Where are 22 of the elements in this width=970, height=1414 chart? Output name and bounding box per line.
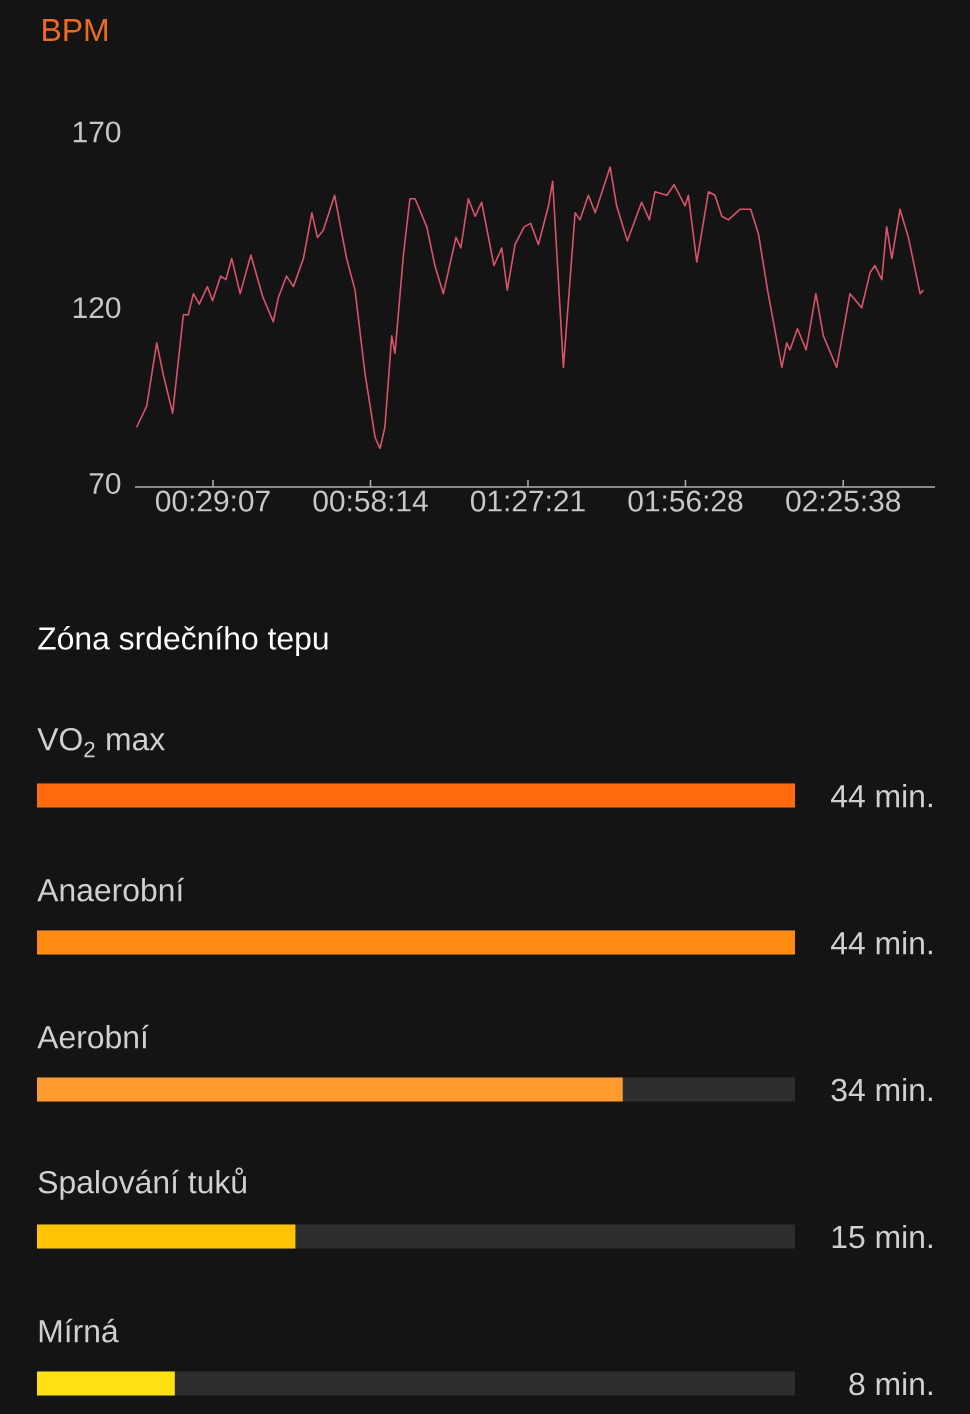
data-label: 8 min.	[849, 1371, 932, 1396]
y-tick-label: Mírná	[39, 1318, 119, 1343]
y-tick-label: 170	[73, 121, 121, 143]
data-label: 15 min.	[832, 1224, 932, 1249]
x-tick-label: 00:58:14	[313, 490, 428, 512]
bar	[37, 1371, 175, 1396]
x-tick-label: 01:56:28	[628, 490, 743, 512]
y-tick-label: 70	[89, 472, 121, 495]
data-label: 44 min.	[831, 784, 932, 808]
data-label: 44 min.	[831, 931, 932, 955]
y-tick-label: Spalování tuků	[38, 1167, 246, 1200]
x-tick-label: 01:27:21	[470, 490, 585, 512]
line-series	[135, 166, 925, 450]
y-axis-title: BPM	[43, 19, 107, 41]
y-tick-label: Aerobní	[37, 1024, 149, 1049]
x-tick-label: 02:25:38	[786, 490, 901, 512]
data-label: 34 min.	[831, 1077, 932, 1102]
y-tick-label: Anaerobní	[37, 877, 185, 902]
x-tick-label: 00:29:07	[155, 490, 270, 512]
chart-title: Zóna srdečního tepu	[38, 625, 328, 657]
y-tick-label: VO$_{2}$ max	[37, 727, 165, 758]
y-tick-label: 120	[73, 297, 121, 319]
